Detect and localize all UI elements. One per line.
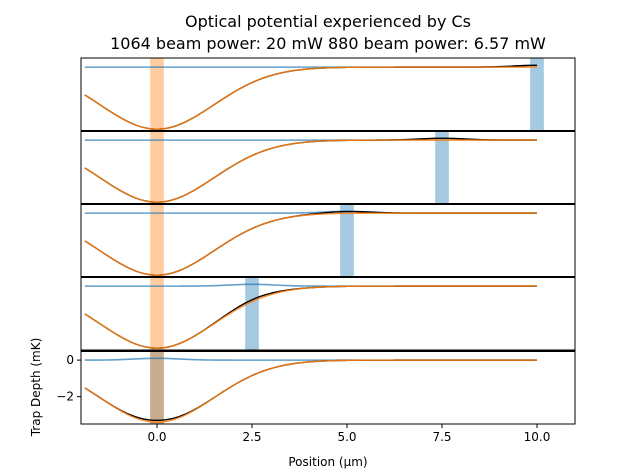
- y-axis-label: Trap Depth (mK): [29, 338, 43, 438]
- beam-1064-marker: [150, 58, 164, 131]
- x-tick-label: 0.0: [147, 430, 166, 444]
- chart-title: Optical potential experienced by Cs: [185, 12, 471, 31]
- chart-subtitle: 1064 beam power: 20 mW 880 beam power: 6…: [110, 34, 546, 53]
- series-1064-line: [84, 359, 537, 423]
- beam-1064-marker: [150, 351, 164, 424]
- panel-2: [80, 130, 576, 205]
- x-tick-label: 10.0: [524, 430, 551, 444]
- series-1064-line: [84, 285, 537, 349]
- beam-880-marker: [435, 131, 449, 204]
- beam-1064-marker: [150, 277, 164, 350]
- panel-1: [80, 57, 576, 132]
- x-axis-label: Position (μm): [288, 455, 367, 469]
- beam-880-marker: [340, 204, 354, 277]
- x-tick-label: 7.5: [432, 430, 451, 444]
- beam-1064-marker: [150, 204, 164, 277]
- x-tick-label: 2.5: [242, 430, 261, 444]
- beam-880-marker: [150, 351, 164, 424]
- y-tick-label: 0: [66, 353, 74, 367]
- y-axis: 0 −2: [56, 353, 81, 404]
- beam-880-marker: [245, 277, 259, 350]
- series-1064-line: [84, 66, 537, 130]
- x-tick-label: 5.0: [337, 430, 356, 444]
- y-tick-label: −2: [56, 390, 74, 404]
- beam-1064-marker: [150, 131, 164, 204]
- x-axis: 0.0 2.5 5.0 7.5 10.0: [147, 424, 550, 444]
- panels: [80, 57, 576, 425]
- beam-880-marker: [530, 58, 544, 131]
- series-1064-line: [84, 139, 537, 203]
- series-1064-line: [84, 212, 537, 276]
